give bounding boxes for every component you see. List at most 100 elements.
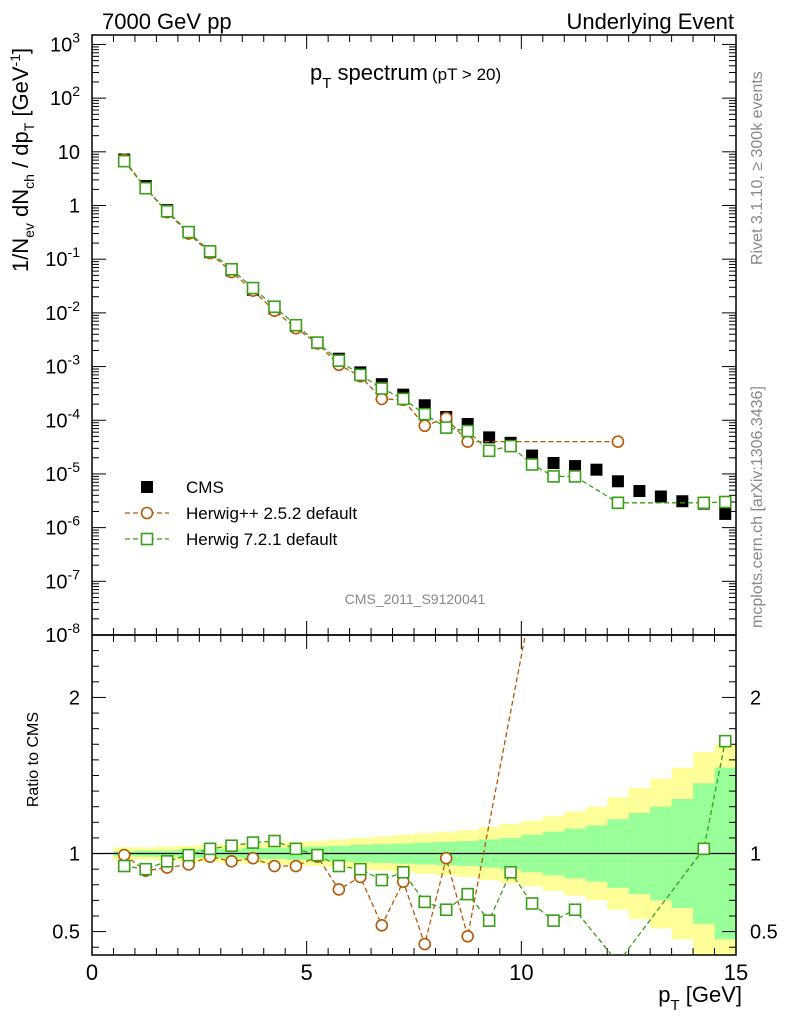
herwig7-point <box>525 458 539 471</box>
herwigpp-point <box>375 919 389 932</box>
cms-point <box>633 485 646 498</box>
legend-label: CMS <box>186 478 224 497</box>
x-axis-label: pT [GeV] <box>658 982 742 1014</box>
herwigpp-point <box>612 146 623 157</box>
herwigpp-point <box>611 435 625 448</box>
herwigpp-point <box>268 859 281 873</box>
herwig7-point <box>160 205 174 218</box>
herwigpp-point <box>461 435 474 448</box>
herwig7-point <box>182 225 195 239</box>
herwigpp-point <box>332 883 346 896</box>
y-tick-label: 10-3 <box>45 352 80 379</box>
herwig7-point <box>439 421 453 434</box>
herwig7-point <box>246 836 260 849</box>
herwig7-point <box>354 862 367 876</box>
herwig7-point <box>718 734 732 748</box>
x-tick-label: 0 <box>86 960 98 985</box>
herwig7-point <box>461 887 474 901</box>
x-tick-label: 10 <box>509 960 533 985</box>
herwig7-point <box>482 914 496 927</box>
herwigpp-point <box>140 506 154 520</box>
herwig7-point <box>482 444 496 458</box>
header-right: Underlying Event <box>566 9 734 34</box>
herwig7-point <box>525 897 539 910</box>
side-mcplots: mcplots.cern.ch [arXiv:1306.3436] <box>749 386 766 628</box>
title-cut: (pT > 20) <box>432 65 501 84</box>
herwig7-point <box>375 873 389 887</box>
title-sub: T <box>322 75 331 92</box>
y-tick-label: 103 <box>50 29 80 56</box>
main-plot-area <box>117 153 732 520</box>
cms-point <box>483 431 496 444</box>
title-p: p <box>310 60 322 85</box>
herwig7-point <box>311 848 324 862</box>
herwigpp-point <box>117 848 131 862</box>
herwig7-point <box>332 354 346 367</box>
herwig7-point <box>268 300 281 314</box>
ratio-tick-label-right: 0.5 <box>750 922 778 944</box>
plot-title: pT spectrum (pT > 20) <box>310 60 501 92</box>
herwig7-point <box>375 382 389 395</box>
herwig7-point <box>311 336 324 349</box>
herwig7-point <box>203 842 217 856</box>
herwig7-point <box>139 862 152 876</box>
herwigpp-point <box>418 937 432 951</box>
ratio-tick-label: 2 <box>69 687 80 709</box>
herwig7-point <box>289 842 303 856</box>
series-line <box>123 160 726 504</box>
herwigpp-point <box>225 855 238 868</box>
data-marks <box>117 146 732 968</box>
herwig7-point <box>568 470 582 483</box>
cms-point <box>676 495 689 508</box>
herwigpp-point <box>461 929 474 943</box>
y-tick-label: 10-2 <box>45 298 80 325</box>
herwig7-point <box>461 424 474 438</box>
herwig7-point <box>612 957 623 968</box>
herwig7-point <box>396 865 410 879</box>
herwig7-point <box>182 848 195 862</box>
y-tick-label: 10-5 <box>45 459 80 486</box>
herwig7-point <box>568 903 582 917</box>
herwig7-point <box>418 895 432 909</box>
herwig7-point <box>140 532 154 546</box>
legend-label: Herwig++ 2.5.2 default <box>186 504 357 523</box>
cms-point <box>569 460 581 473</box>
ratio-tick-label-right: 1 <box>750 844 761 866</box>
cms-point <box>654 490 667 503</box>
ratio-tick-label-right: 2 <box>750 687 761 709</box>
herwig7-point <box>504 439 517 453</box>
legend-cms-marker <box>141 481 153 493</box>
herwig7-point <box>504 865 517 879</box>
y-tick-label: 10-8 <box>45 620 80 647</box>
herwig7-point <box>697 842 711 856</box>
herwig7-point <box>268 834 281 848</box>
herwig7-point <box>246 281 260 295</box>
y-tick-label: 10-7 <box>45 566 80 593</box>
x-tick-label: 15 <box>724 960 748 985</box>
herwig7-point <box>332 859 346 873</box>
ratio-tick-label: 1 <box>69 844 80 866</box>
cms-point <box>719 507 732 520</box>
herwig7-point <box>160 855 174 868</box>
herwig7-point <box>203 245 217 258</box>
herwig7-point <box>289 318 303 332</box>
herwig7-point <box>697 496 711 510</box>
ratio-tick-label: 0.5 <box>52 922 80 944</box>
legend-label: Herwig 7.2.1 default <box>186 530 337 549</box>
herwigpp-point <box>289 859 303 873</box>
y-tick-label: 10 <box>58 142 80 164</box>
herwig7-point <box>396 392 410 406</box>
x-tick-label: 5 <box>301 960 313 985</box>
herwig7-point <box>354 368 367 382</box>
herwig7-point <box>225 839 238 853</box>
herwig7-point <box>718 495 732 509</box>
herwig7-point <box>117 859 131 873</box>
herwig7-point <box>547 914 560 927</box>
cms-point <box>590 463 603 476</box>
cms-point <box>611 475 624 488</box>
herwigpp-point <box>375 392 389 406</box>
herwigpp-point <box>439 851 453 865</box>
side-rivet: Rivet 3.1.10, ≥ 300k events <box>749 71 766 265</box>
ratio-ylabel: Ratio to CMS <box>25 712 42 807</box>
